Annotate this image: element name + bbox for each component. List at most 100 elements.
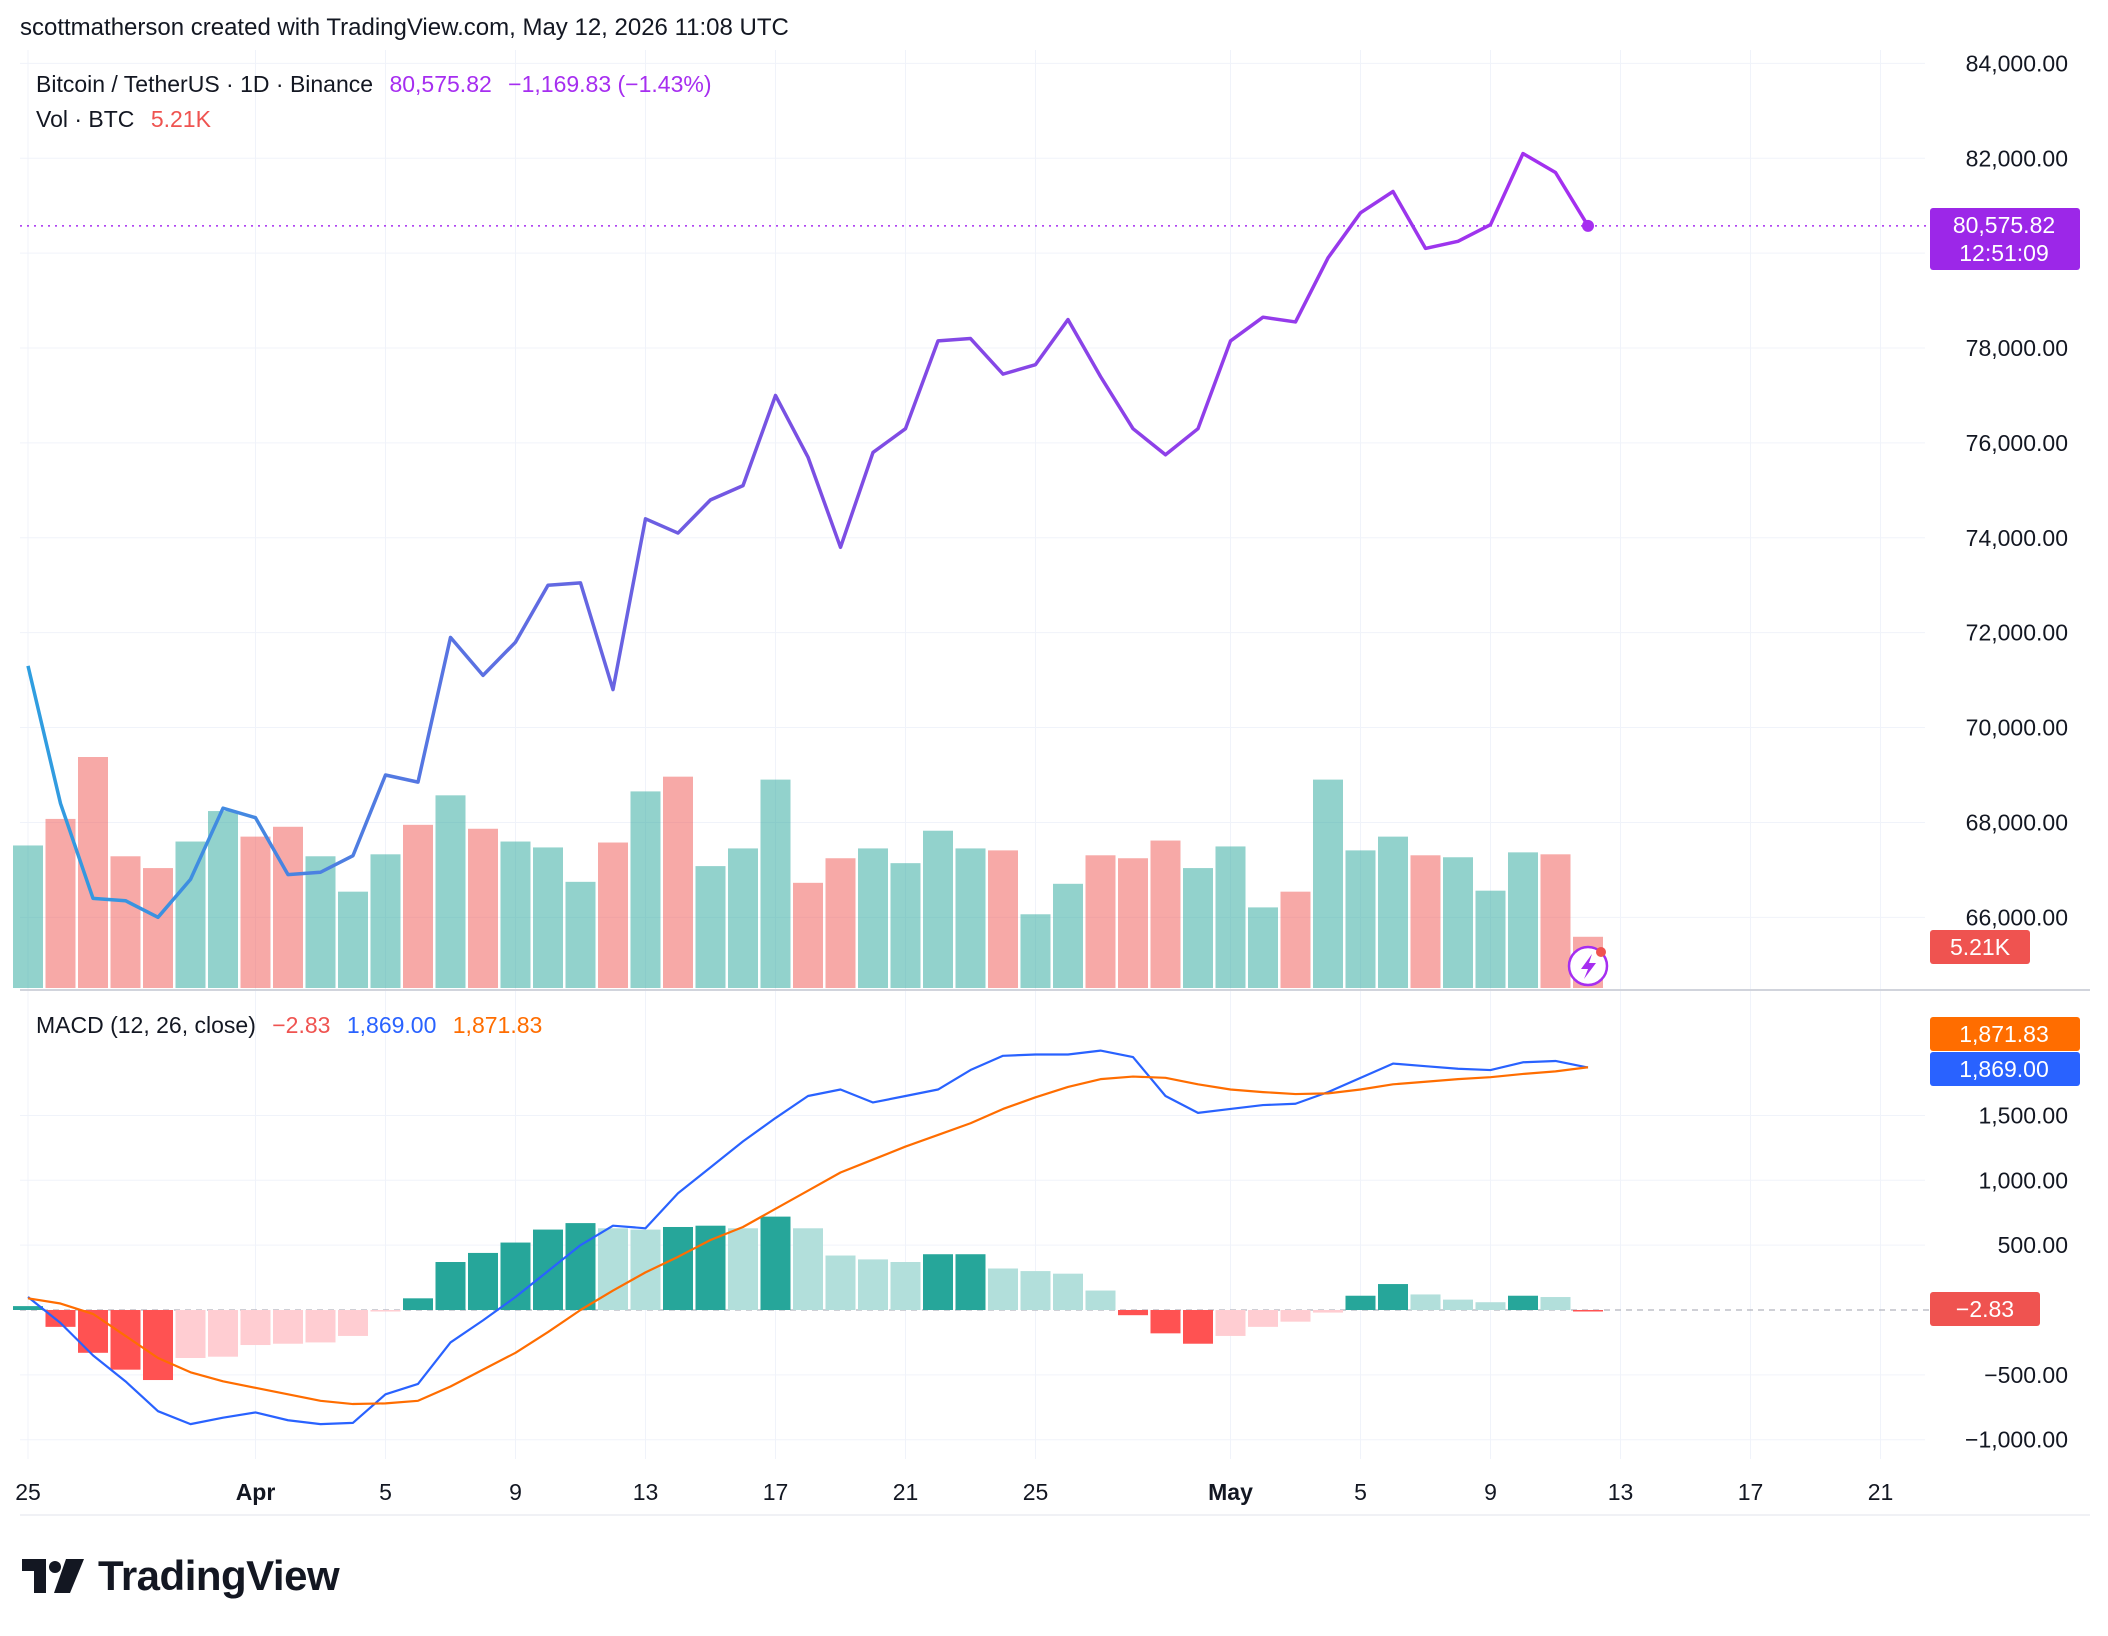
volume-bar [1508, 852, 1538, 988]
macd-histogram-bar [1313, 1310, 1343, 1313]
macd-badge-value: 1,869.00 [1959, 1056, 2049, 1082]
macd-histogram-bar [1118, 1310, 1148, 1316]
macd-histogram-bar [630, 1229, 661, 1310]
macd-histogram-bar [468, 1252, 498, 1310]
price-tick-label: 72,000.00 [1966, 620, 2068, 646]
macd-histogram-bar [1248, 1310, 1278, 1327]
macd-histogram-bar [1183, 1310, 1213, 1344]
volume-bar [695, 866, 726, 988]
volume-bar [338, 891, 368, 988]
macd-histogram-bar [143, 1310, 173, 1381]
price-change: −1,169.83 (−1.43%) [508, 71, 712, 97]
time-tick-label: 21 [893, 1479, 919, 1505]
macd-histogram-bar [1378, 1284, 1408, 1310]
volume-bar [1410, 855, 1441, 988]
macd-tick-label: 1,000.00 [1978, 1167, 2068, 1193]
volume-bar [1345, 850, 1376, 988]
macd-histogram-bar [1345, 1295, 1376, 1310]
time-tick-label: 21 [1868, 1479, 1894, 1505]
volume-legend: Vol · BTC 5.21K [36, 106, 221, 133]
chart-credit: scottmatherson created with TradingView.… [20, 14, 789, 41]
time-tick-label: May [1208, 1479, 1253, 1505]
volume-bar [143, 868, 173, 988]
macd-histogram-bar [695, 1225, 726, 1310]
volume-bar [1053, 883, 1083, 988]
volume-bar [988, 850, 1018, 988]
price-badge-bg [1930, 208, 2080, 270]
price-tick-label: 78,000.00 [1966, 335, 2068, 361]
hist-badge-value: −2.83 [1956, 1296, 2014, 1322]
time-tick-label: 5 [379, 1479, 392, 1505]
macd-hist-value: −2.83 [272, 1012, 331, 1038]
volume-bar [175, 841, 206, 988]
macd-histogram-bar [1215, 1310, 1246, 1336]
volume-bar [533, 847, 563, 988]
symbol-name[interactable]: Bitcoin / TetherUS · 1D · Binance [36, 71, 374, 97]
price-tick-label: 70,000.00 [1966, 715, 2068, 741]
macd-label[interactable]: MACD (12, 26, close) [36, 1012, 256, 1038]
tradingview-logo[interactable]: TradingView [22, 1552, 340, 1600]
price-tick-label: 84,000.00 [1966, 50, 2068, 76]
volume-bar [1378, 836, 1408, 988]
price-badge-value: 80,575.82 [1953, 212, 2055, 238]
current-price: 80,575.82 [389, 71, 492, 97]
macd-line-value: 1,869.00 [346, 1012, 437, 1038]
volume-bar [370, 854, 401, 988]
macd-histogram-bar [923, 1254, 953, 1310]
macd-histogram-bar [890, 1262, 921, 1310]
macd-histogram-bar [305, 1310, 336, 1343]
volume-bar [890, 863, 921, 988]
macd-histogram-bar [1150, 1310, 1181, 1334]
macd-histogram-bar [1085, 1290, 1116, 1310]
lightning-icon[interactable] [1567, 945, 1609, 987]
axes: 66,000.00 68,000.00 70,000.00 72,000.00 74,0… [15, 50, 2090, 1516]
macd-histogram-bar [240, 1310, 271, 1346]
volume-bar [1183, 868, 1213, 988]
macd-histogram-bar [955, 1254, 986, 1310]
price-scale-badges: 80,575.82 12:51:09 5.21K 1,871.83 1,869.… [1930, 208, 2080, 1326]
macd-histogram-bar [728, 1228, 758, 1310]
volume-bar [1085, 855, 1116, 988]
signal-line [27, 1066, 1589, 1406]
volume-bar [955, 848, 986, 988]
macd-histogram-bar [1508, 1295, 1538, 1310]
macd-tick-label: −1,000.00 [1965, 1427, 2068, 1453]
volume-bar [923, 830, 953, 988]
volume-bar [1313, 779, 1343, 988]
price-tick-label: 82,000.00 [1966, 145, 2068, 171]
tradingview-logo-text: TradingView [98, 1552, 340, 1599]
volume-bar [403, 824, 433, 988]
time-tick-label: 13 [633, 1479, 659, 1505]
tradingview-logo-icon [22, 1559, 84, 1593]
macd-histogram-bar [760, 1216, 791, 1310]
volume-badge-bg [1930, 930, 2030, 964]
time-tick-label: 17 [1738, 1479, 1764, 1505]
volume-bar [435, 795, 466, 988]
macd-badge-bg [1930, 1052, 2080, 1086]
volume-bar [565, 881, 596, 988]
volume-bar [13, 845, 43, 988]
macd-pane [13, 1049, 1930, 1426]
price-series [20, 151, 1930, 920]
volume-label[interactable]: Vol · BTC [36, 106, 135, 132]
volume-bar [1248, 907, 1278, 988]
macd-histogram-bar [338, 1310, 368, 1336]
volume-bar [630, 791, 661, 988]
signal-badge-bg [1930, 1017, 2080, 1051]
volume-bar [500, 841, 531, 988]
price-line [26, 151, 1590, 920]
macd-tick-label: 500.00 [1998, 1232, 2068, 1258]
time-tick-label: 9 [509, 1479, 522, 1505]
price-tick-label: 76,000.00 [1966, 430, 2068, 456]
volume-bars [13, 757, 1603, 988]
volume-bar [728, 848, 758, 988]
volume-bar [1280, 891, 1311, 988]
volume-bar [1475, 890, 1506, 988]
volume-badge-value: 5.21K [1950, 934, 2011, 960]
macd-histogram-bar [208, 1310, 238, 1357]
volume-bar [468, 828, 498, 988]
volume-bar [305, 856, 336, 988]
volume-bar [663, 776, 693, 988]
volume-value: 5.21K [150, 106, 211, 132]
